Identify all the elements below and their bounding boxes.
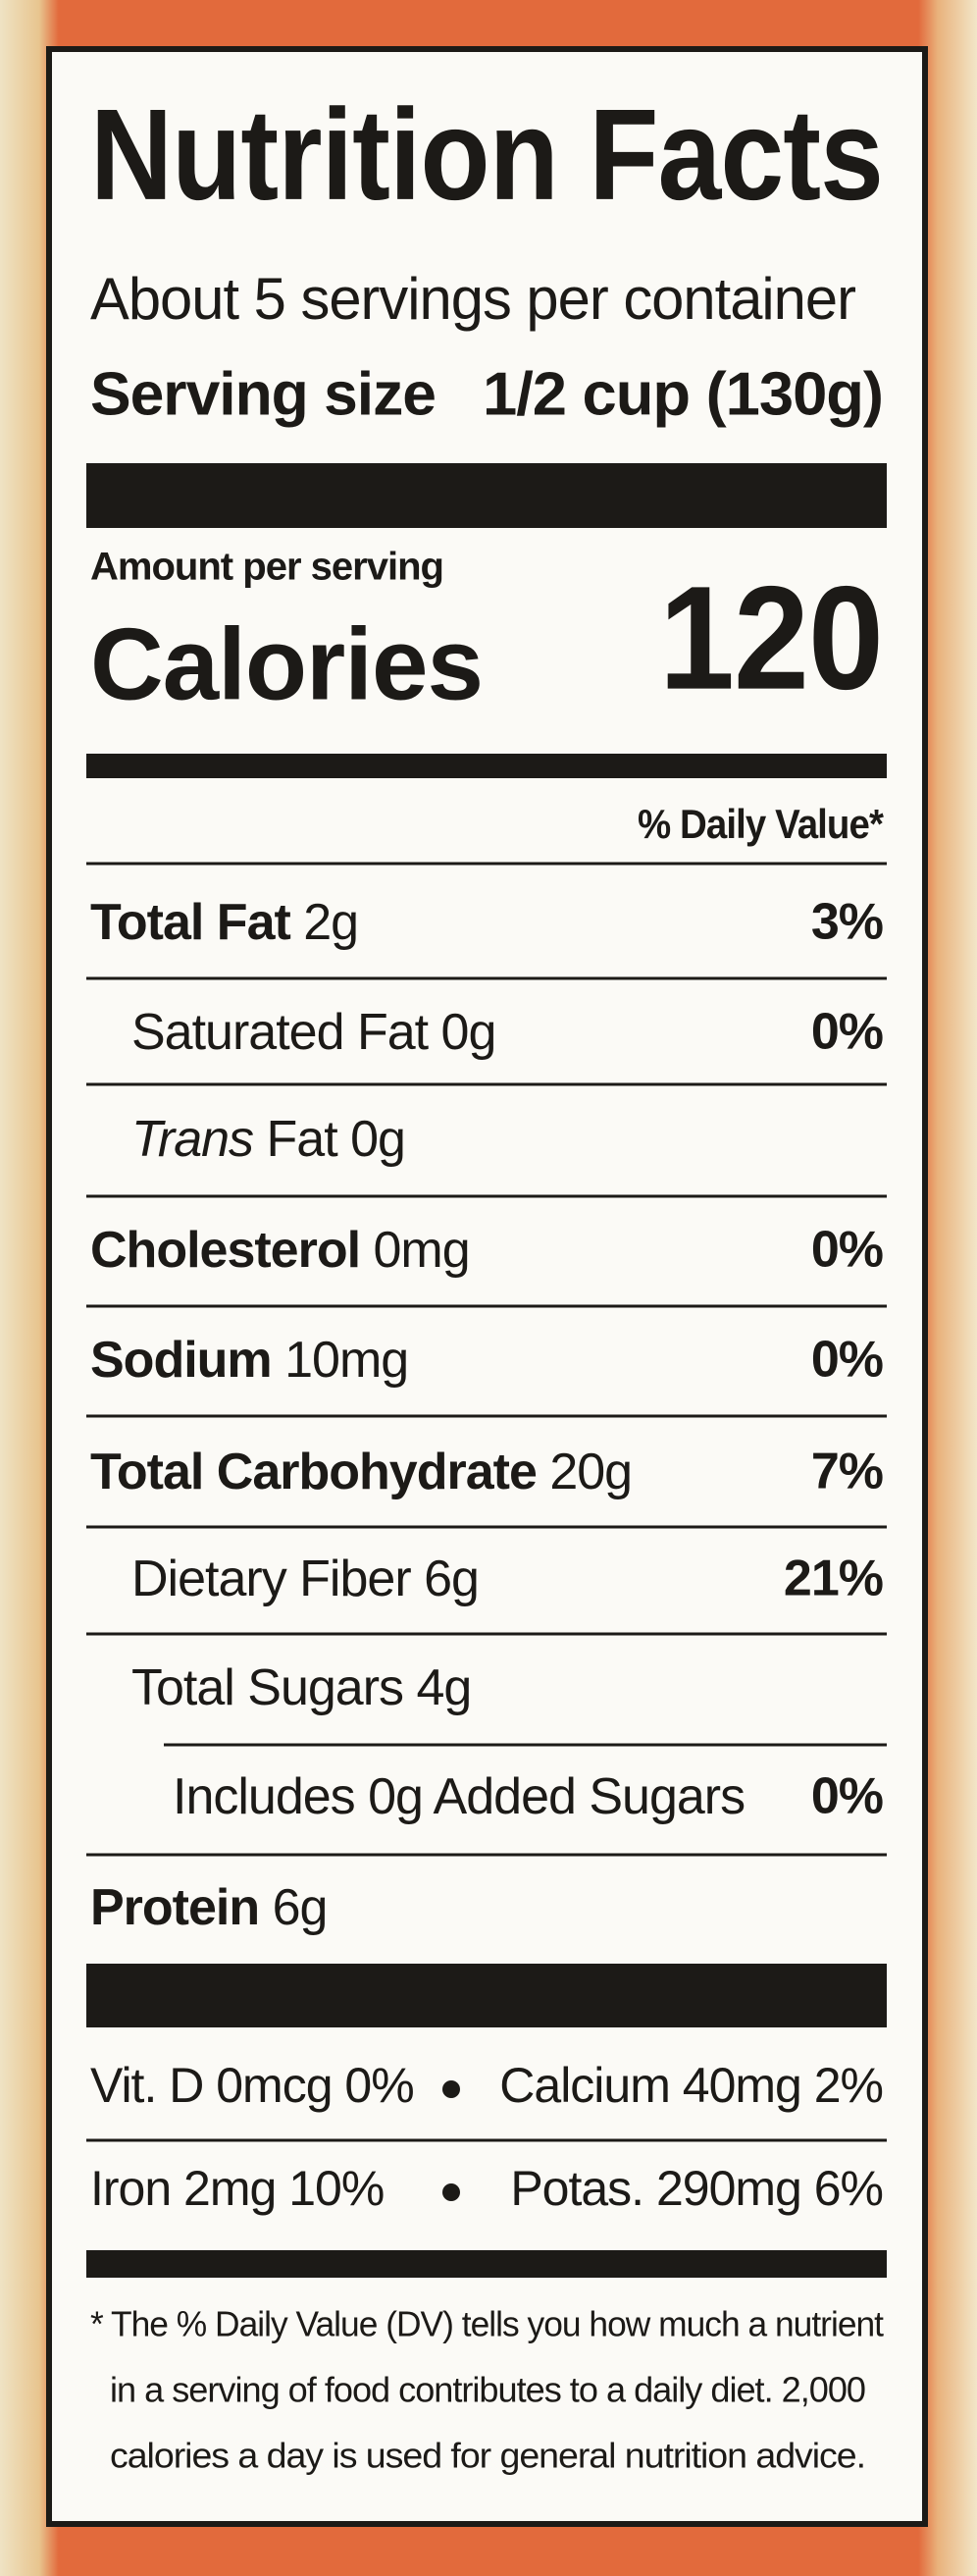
- thick-rule: [86, 1964, 887, 2027]
- nutrient-name: Sodium: [90, 1332, 272, 1389]
- nutrient-name: Total Carbohydrate: [90, 1444, 537, 1500]
- serving-size-value: 1/2 cup (130g): [483, 360, 883, 428]
- nutrient-amount: 2g: [303, 894, 358, 951]
- nutrient-row: Total Fat 2g: [90, 894, 358, 951]
- nutrient-label: Dietary Fiber 6g: [131, 1551, 479, 1607]
- daily-value: 0%: [811, 1768, 883, 1825]
- nutrient-row: Dietary Fiber 6g: [131, 1551, 479, 1607]
- calories-value: 120: [659, 555, 883, 720]
- vitamin-right: Potas. 290mg 6%: [510, 2161, 883, 2216]
- daily-value: 0%: [811, 1004, 883, 1061]
- medium-rule: [86, 2250, 887, 2278]
- nutrient-name: Total Fat: [90, 894, 290, 951]
- daily-value: 0%: [811, 1222, 883, 1279]
- nutrient-italic: Trans: [131, 1111, 253, 1168]
- amount-per-serving: Amount per serving: [90, 546, 443, 589]
- bullet: [442, 2080, 460, 2098]
- nutrient-row: Cholesterol 0mg: [90, 1222, 470, 1279]
- footnote-line: in a serving of food contributes to a da…: [110, 2370, 865, 2410]
- thick-rule: [86, 463, 887, 528]
- nutrient-row: Sodium 10mg: [90, 1332, 408, 1389]
- daily-value: 21%: [784, 1551, 883, 1607]
- nutrient-row: Includes 0g Added Sugars: [173, 1768, 745, 1825]
- nutrient-label: Total Sugars 4g: [131, 1659, 471, 1716]
- nutrient-label: Fat 0g: [267, 1111, 405, 1168]
- vitamin-left: Vit. D 0mcg 0%: [90, 2058, 414, 2113]
- nutrient-row: Saturated Fat 0g: [131, 1004, 495, 1061]
- daily-value-header: % Daily Value*: [638, 801, 885, 847]
- medium-rule: [86, 754, 887, 778]
- vitamin-right: Calcium 40mg 2%: [499, 2058, 883, 2113]
- nutrient-name: Protein: [90, 1879, 259, 1936]
- daily-value: 7%: [811, 1444, 883, 1500]
- nutrient-row: Total Carbohydrate 20g: [90, 1444, 632, 1500]
- calories-label: Calories: [90, 607, 483, 721]
- bullet: [442, 2183, 460, 2201]
- nutrient-label: Saturated Fat 0g: [131, 1004, 495, 1061]
- nutrient-row: Trans Fat 0g: [131, 1111, 405, 1168]
- nutrient-name: Cholesterol: [90, 1222, 360, 1279]
- nutrient-row: Protein 6g: [90, 1879, 327, 1936]
- footnote-line: * The % Daily Value (DV) tells you how m…: [90, 2304, 884, 2344]
- nutrient-label: Includes 0g Added Sugars: [173, 1768, 745, 1825]
- vitamin-left: Iron 2mg 10%: [90, 2161, 384, 2216]
- daily-value: 3%: [811, 894, 883, 951]
- footnote-line: calories a day is used for general nutri…: [110, 2436, 865, 2476]
- nutrient-amount: 20g: [549, 1444, 632, 1500]
- title: Nutrition Facts: [90, 82, 883, 227]
- nutrient-amount: 0mg: [374, 1222, 470, 1279]
- servings: About 5 servings per container: [90, 266, 855, 332]
- nutrient-amount: 10mg: [284, 1332, 408, 1389]
- nutrient-row: Total Sugars 4g: [131, 1659, 471, 1716]
- nutrient-amount: 6g: [273, 1879, 328, 1936]
- daily-value: 0%: [811, 1332, 883, 1389]
- label-box: [46, 46, 928, 2527]
- serving-size-label: Serving size: [90, 360, 436, 428]
